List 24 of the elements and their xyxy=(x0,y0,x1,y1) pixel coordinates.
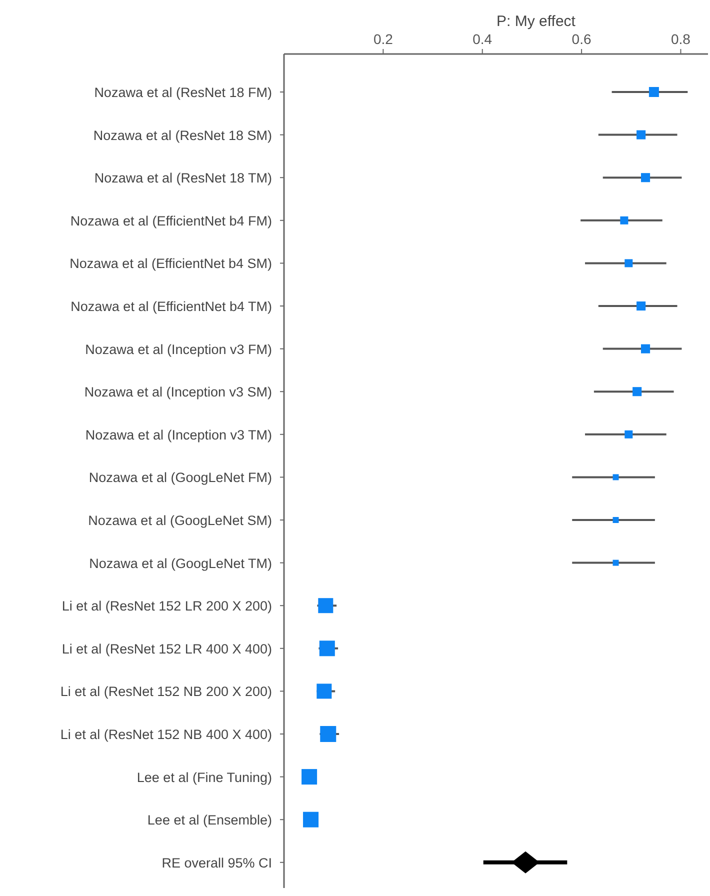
y-tick-label: Li et al (ResNet 152 LR 200 X 200) xyxy=(62,598,272,614)
y-tick-label: Nozawa et al (Inception v3 SM) xyxy=(84,384,272,400)
y-tick-label: Nozawa et al (Inception v3 TM) xyxy=(85,427,272,442)
chart-title: P: My effect xyxy=(496,13,576,30)
y-tick-label: Lee et al (Fine Tuning) xyxy=(136,770,272,785)
y-tick-label: RE overall 95% CI xyxy=(162,855,272,870)
y-tick-label: Lee et al (Ensemble) xyxy=(147,812,272,828)
y-tick-label: Li et al (ResNet 152 LR 400 X 400) xyxy=(62,641,272,656)
y-tick-label: Nozawa et al (ResNet 18 SM) xyxy=(93,128,272,143)
y-tick-label: Nozawa et al (ResNet 18 TM) xyxy=(94,170,272,186)
y-tick-label: Li et al (ResNet 152 NB 200 X 200) xyxy=(60,684,272,700)
x-tick-label: 0.2 xyxy=(373,31,394,47)
y-tick-label: Nozawa et al (GoogLeNet FM) xyxy=(88,470,272,486)
x-tick-label: 0.4 xyxy=(472,31,492,47)
y-tick-label: Li et al (ResNet 152 NB 400 X 400) xyxy=(60,727,272,742)
y-tick-label: Nozawa et al (Inception v3 FM) xyxy=(85,342,272,357)
x-tick-label: 0.8 xyxy=(670,31,691,47)
y-tick-label: Nozawa et al (ResNet 18 FM) xyxy=(94,85,272,100)
y-tick-label: Nozawa et al (GoogLeNet TM) xyxy=(89,556,272,571)
y-tick-label: Nozawa et al (EfficientNet b4 SM) xyxy=(70,256,272,272)
y-tick-label: Nozawa et al (EfficientNet b4 FM) xyxy=(70,213,272,228)
x-tick-label: 0.6 xyxy=(572,31,592,47)
y-tick-label: Nozawa et al (EfficientNet b4 TM) xyxy=(70,299,272,314)
y-tick-label: Nozawa et al (GoogLeNet SM) xyxy=(88,513,272,528)
